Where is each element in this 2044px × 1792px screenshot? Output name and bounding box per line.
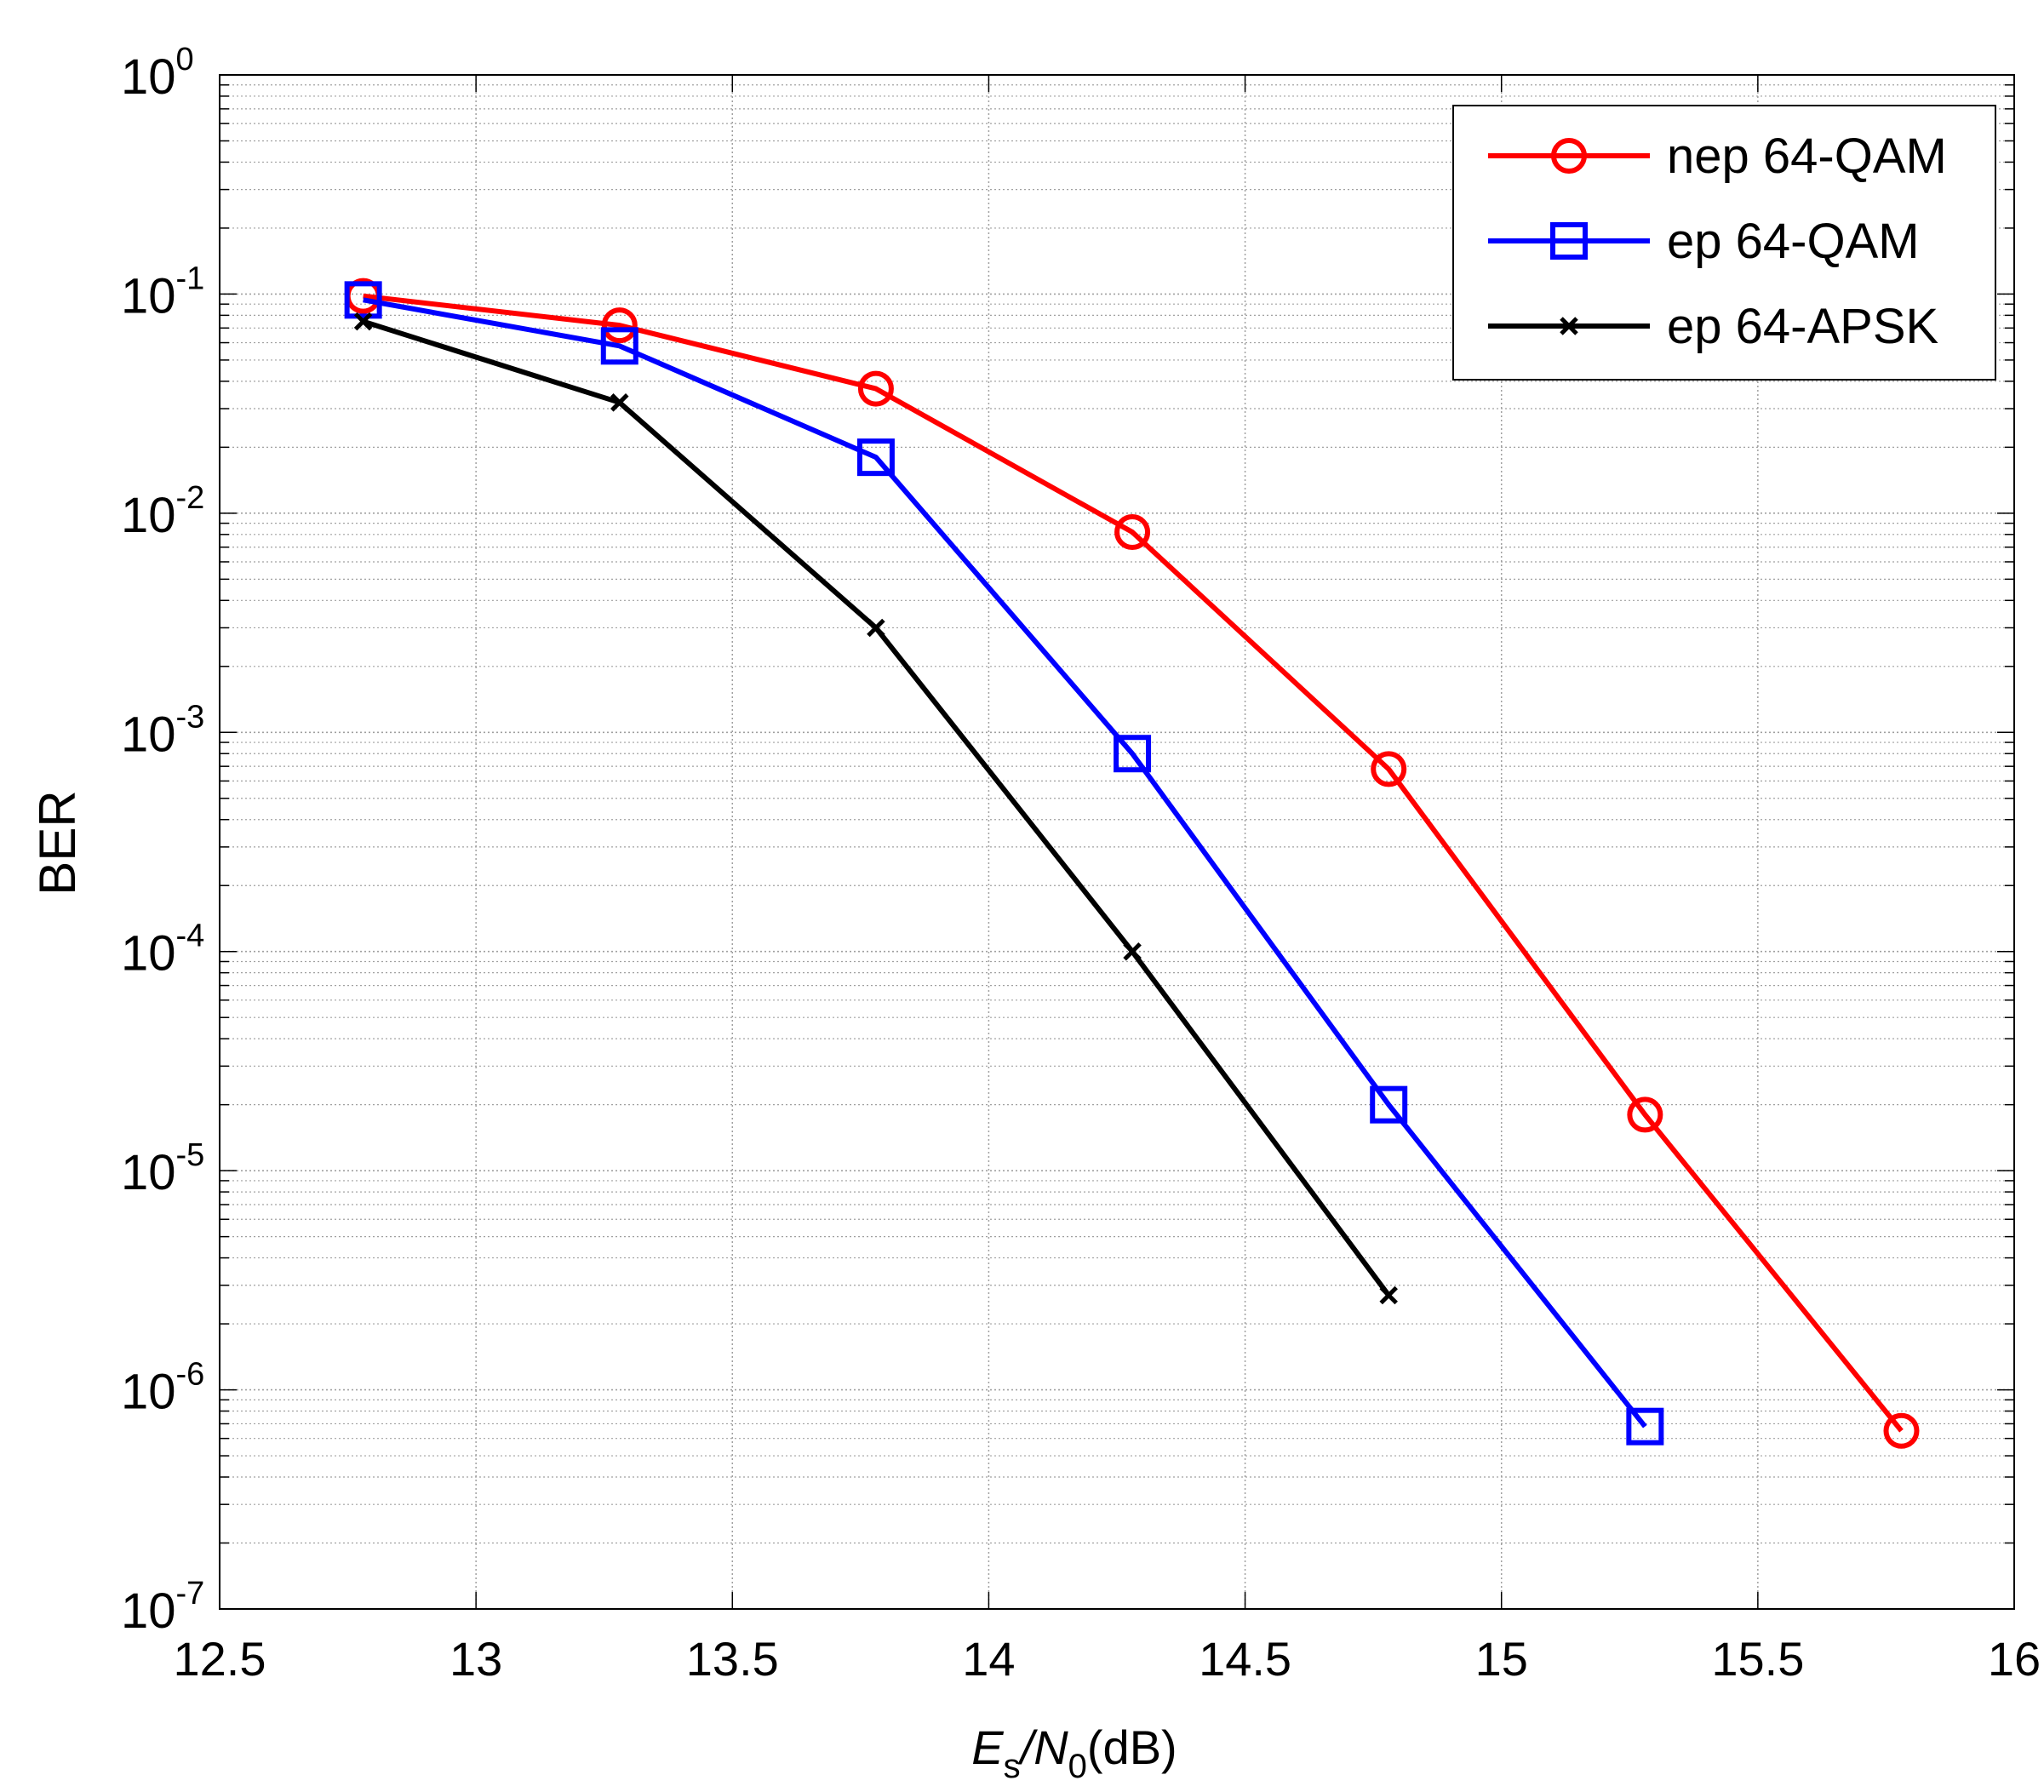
y-tick-label: 10-3 <box>121 699 204 762</box>
legend-label: ep 64-QAM <box>1667 214 1920 269</box>
x-axis-ticks: 12.5 13 13.5 14 14.5 15 15.5 16 <box>174 75 2041 1686</box>
y-tick-label: 10-4 <box>121 919 204 982</box>
x-tick-label: 15 <box>1475 1632 1528 1686</box>
data-point <box>600 327 638 365</box>
x-tick-label: 13 <box>449 1632 502 1686</box>
data-point <box>1114 735 1152 773</box>
legend: nep 64-QAM ep 64-QAM ep 64-APSK <box>1452 105 1996 381</box>
data-point <box>867 618 885 638</box>
series-ep-64-apsk <box>353 312 1398 1305</box>
y-tick-label: 10-1 <box>121 260 204 323</box>
series-ep-64-qam <box>344 281 1664 1446</box>
series-line <box>363 293 1904 1433</box>
data-point <box>610 393 629 412</box>
legend-marker <box>1551 138 1587 174</box>
y-tick-label: 10-5 <box>121 1137 204 1200</box>
x-tick-label: 12.5 <box>174 1632 266 1686</box>
legend-entry: nep 64-QAM <box>1488 129 1947 184</box>
series-line <box>363 297 1647 1428</box>
data-point <box>1883 1412 1920 1449</box>
legend-label: ep 64-APSK <box>1667 299 1939 354</box>
legend-label: nep 64-QAM <box>1667 129 1947 184</box>
y-tick-label: 100 <box>121 42 194 105</box>
plot-frame <box>219 74 2015 1610</box>
data-point <box>1370 1085 1408 1124</box>
data-point <box>1626 1407 1664 1446</box>
y-axis-ticks: 100 10-1 10-2 10-3 10-4 10-5 10-6 10-7 <box>121 42 204 1639</box>
data-point <box>857 370 894 407</box>
series-layer <box>344 278 1920 1449</box>
data-point <box>601 307 638 344</box>
x-tick-label: 15.5 <box>1711 1632 1804 1686</box>
x-tick-label: 14.5 <box>1199 1632 1291 1686</box>
legend-marker <box>1560 317 1578 335</box>
data-point <box>1123 942 1142 961</box>
legend-entry: ep 64-APSK <box>1488 299 1939 354</box>
data-point <box>1627 1096 1663 1133</box>
y-tick-label: 10-2 <box>121 480 204 543</box>
data-point <box>353 312 373 331</box>
x-axis-label: Es/N0(dB) <box>971 1720 1177 1785</box>
x-tick-label: 16 <box>1988 1632 2041 1686</box>
data-point <box>344 281 382 319</box>
legend-marker <box>1550 222 1588 260</box>
data-point <box>856 438 895 477</box>
x-tick-label: 14 <box>962 1632 1015 1686</box>
y-axis-label: BER <box>29 790 86 895</box>
data-point <box>1114 514 1151 551</box>
y-tick-label: 10-6 <box>121 1357 204 1420</box>
data-point <box>1371 751 1407 787</box>
x-tick-label: 13.5 <box>686 1632 779 1686</box>
legend-entry: ep 64-QAM <box>1488 214 1920 269</box>
data-point <box>1379 1285 1398 1305</box>
y-tick-label: 10-7 <box>121 1576 204 1639</box>
